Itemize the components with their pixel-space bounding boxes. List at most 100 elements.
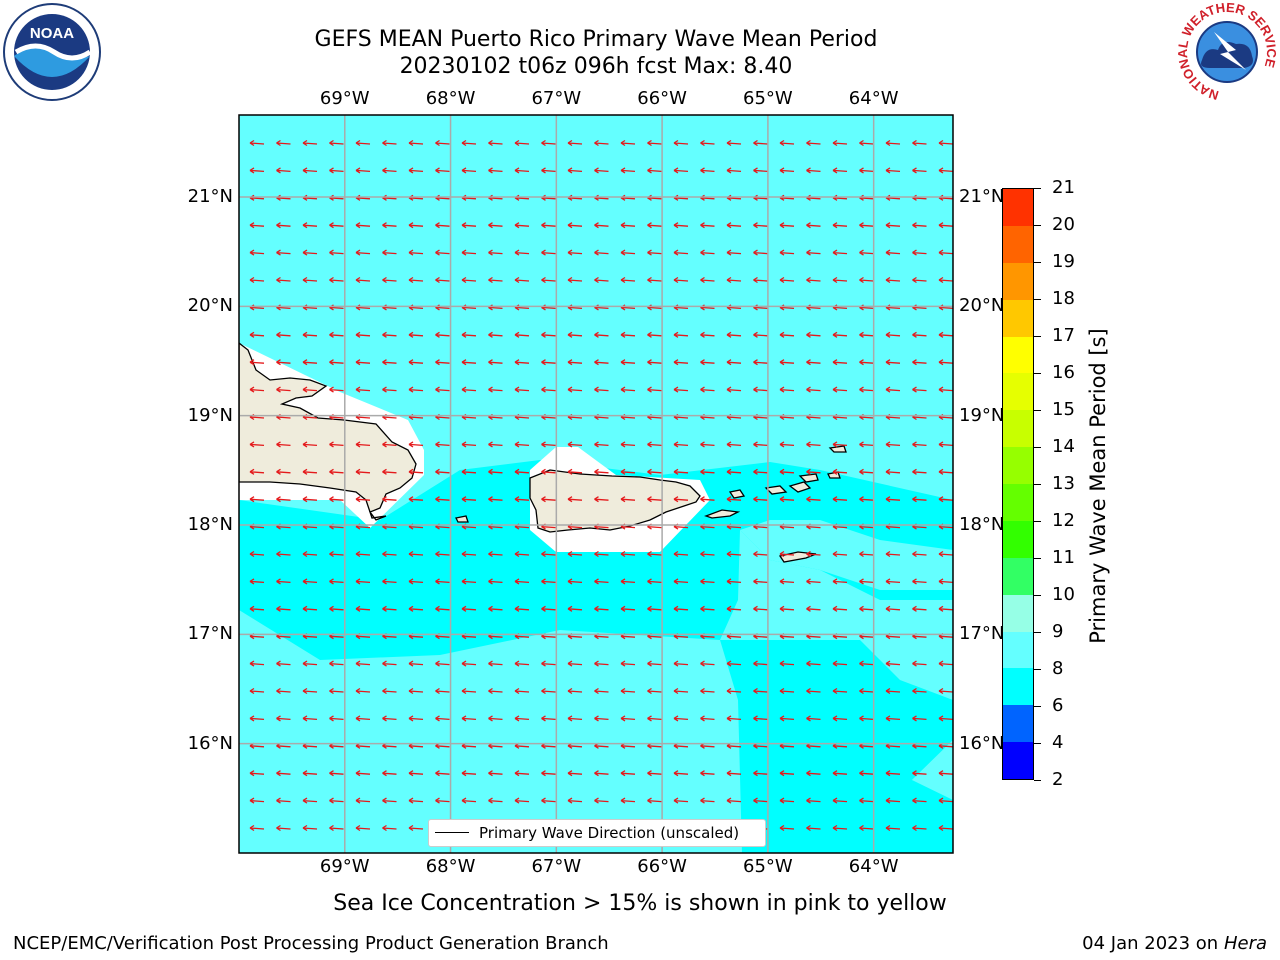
wave-arrow — [753, 797, 768, 804]
wave-arrow — [912, 359, 927, 366]
wave-arrow — [488, 139, 503, 147]
wave-arrow — [461, 222, 477, 229]
wave-arrow — [302, 276, 318, 284]
wave-arrow — [806, 770, 821, 777]
wave-arrow — [514, 249, 530, 256]
wave-arrow — [276, 578, 291, 585]
lon-label-top: 68°W — [425, 88, 476, 109]
wave-arrow — [859, 687, 874, 695]
wave-arrow — [435, 578, 450, 585]
wave-arrow — [276, 276, 291, 284]
lat-label-right: 17°N — [959, 623, 1005, 645]
wave-arrow — [647, 578, 662, 585]
wave-arrow — [594, 770, 609, 777]
wave-arrow — [249, 139, 265, 147]
wave-arrow — [753, 770, 768, 777]
wave-arrow — [806, 441, 821, 448]
wave-arrow — [620, 770, 636, 777]
wave-arrow — [779, 139, 795, 147]
colorbar-segment — [1003, 705, 1033, 743]
colorbar-tick-label: 10 — [1052, 584, 1075, 605]
wave-arrow — [514, 770, 530, 777]
wave-arrow — [382, 605, 397, 612]
wave-arrow — [276, 249, 291, 256]
colorbar-tick-label: 18 — [1052, 288, 1075, 309]
colorbar-tick-label: 12 — [1052, 510, 1075, 531]
wave-arrow — [832, 605, 848, 612]
wave-arrow — [647, 605, 662, 612]
wave-arrow — [912, 660, 927, 667]
colorbar-label: Primary Wave Mean Period [s] — [1086, 328, 1110, 644]
wave-arrow — [594, 249, 609, 256]
wave-arrow — [647, 496, 662, 503]
wave-arrow — [329, 139, 344, 147]
wave-arrow — [329, 276, 344, 284]
wave-arrow — [912, 167, 927, 174]
wave-arrow — [329, 715, 344, 722]
wave-arrow — [514, 578, 530, 585]
wave-arrow — [329, 441, 344, 448]
wave-arrow — [408, 496, 424, 503]
colorbar — [1002, 188, 1034, 780]
wave-arrow — [594, 167, 609, 174]
legend-line-icon — [435, 832, 469, 833]
wave-arrow — [647, 687, 662, 695]
wave-arrow — [647, 222, 662, 229]
colorbar-segment — [1003, 189, 1033, 226]
wave-arrow — [276, 167, 291, 174]
wave-arrow — [885, 824, 901, 832]
wave-arrow — [859, 468, 874, 475]
wave-arrow — [461, 605, 477, 612]
colorbar-segment — [1003, 447, 1033, 484]
wave-arrow — [673, 139, 689, 147]
wave-arrow — [726, 660, 742, 667]
wave-arrow — [726, 276, 742, 284]
wave-arrow — [276, 797, 291, 804]
wave-arrow — [514, 496, 530, 503]
wave-arrow — [806, 386, 821, 393]
wave-arrow — [488, 249, 503, 256]
wave-arrow — [435, 715, 450, 722]
wave-arrow — [276, 770, 291, 777]
colorbar-segment — [1003, 631, 1033, 669]
wave-arrow — [620, 660, 636, 667]
wave-arrow — [355, 167, 371, 174]
wave-arrow — [435, 331, 450, 338]
colorbar-segment — [1003, 336, 1033, 374]
colorbar-tick-label: 11 — [1052, 547, 1075, 568]
colorbar-tickmark — [1034, 669, 1041, 670]
wave-arrow — [488, 605, 503, 612]
footer-machine: Hera — [1223, 933, 1267, 954]
lon-label-top: 64°W — [848, 88, 899, 109]
wave-arrow — [541, 550, 556, 558]
wave-arrow — [700, 578, 715, 585]
wave-arrow — [700, 770, 715, 777]
wave-arrow — [408, 605, 424, 612]
wave-arrow — [753, 249, 768, 256]
wave-arrow — [779, 715, 795, 722]
wave-arrow — [700, 222, 715, 229]
wave-arrow — [885, 770, 901, 777]
wave-arrow — [249, 468, 265, 475]
wave-arrow — [753, 359, 768, 366]
map-gridlines — [239, 115, 953, 853]
wave-arrow — [488, 770, 503, 777]
wave-arrow — [859, 605, 874, 612]
wave-arrow — [753, 578, 768, 585]
wave-arrow — [567, 605, 583, 612]
wave-arrow — [673, 468, 689, 475]
wave-arrow — [488, 331, 503, 338]
wave-arrow — [859, 824, 874, 832]
wave-arrow — [488, 797, 503, 804]
wave-arrow — [885, 578, 901, 585]
wave-arrow — [461, 276, 477, 284]
wave-arrow — [329, 222, 344, 229]
wave-arrow — [885, 331, 901, 338]
wave-arrow — [806, 249, 821, 256]
wave-arrow — [382, 687, 397, 695]
wave-arrow — [382, 824, 397, 832]
wave-arrow — [700, 660, 715, 667]
wave-arrow — [302, 797, 318, 804]
wave-arrow — [806, 276, 821, 284]
